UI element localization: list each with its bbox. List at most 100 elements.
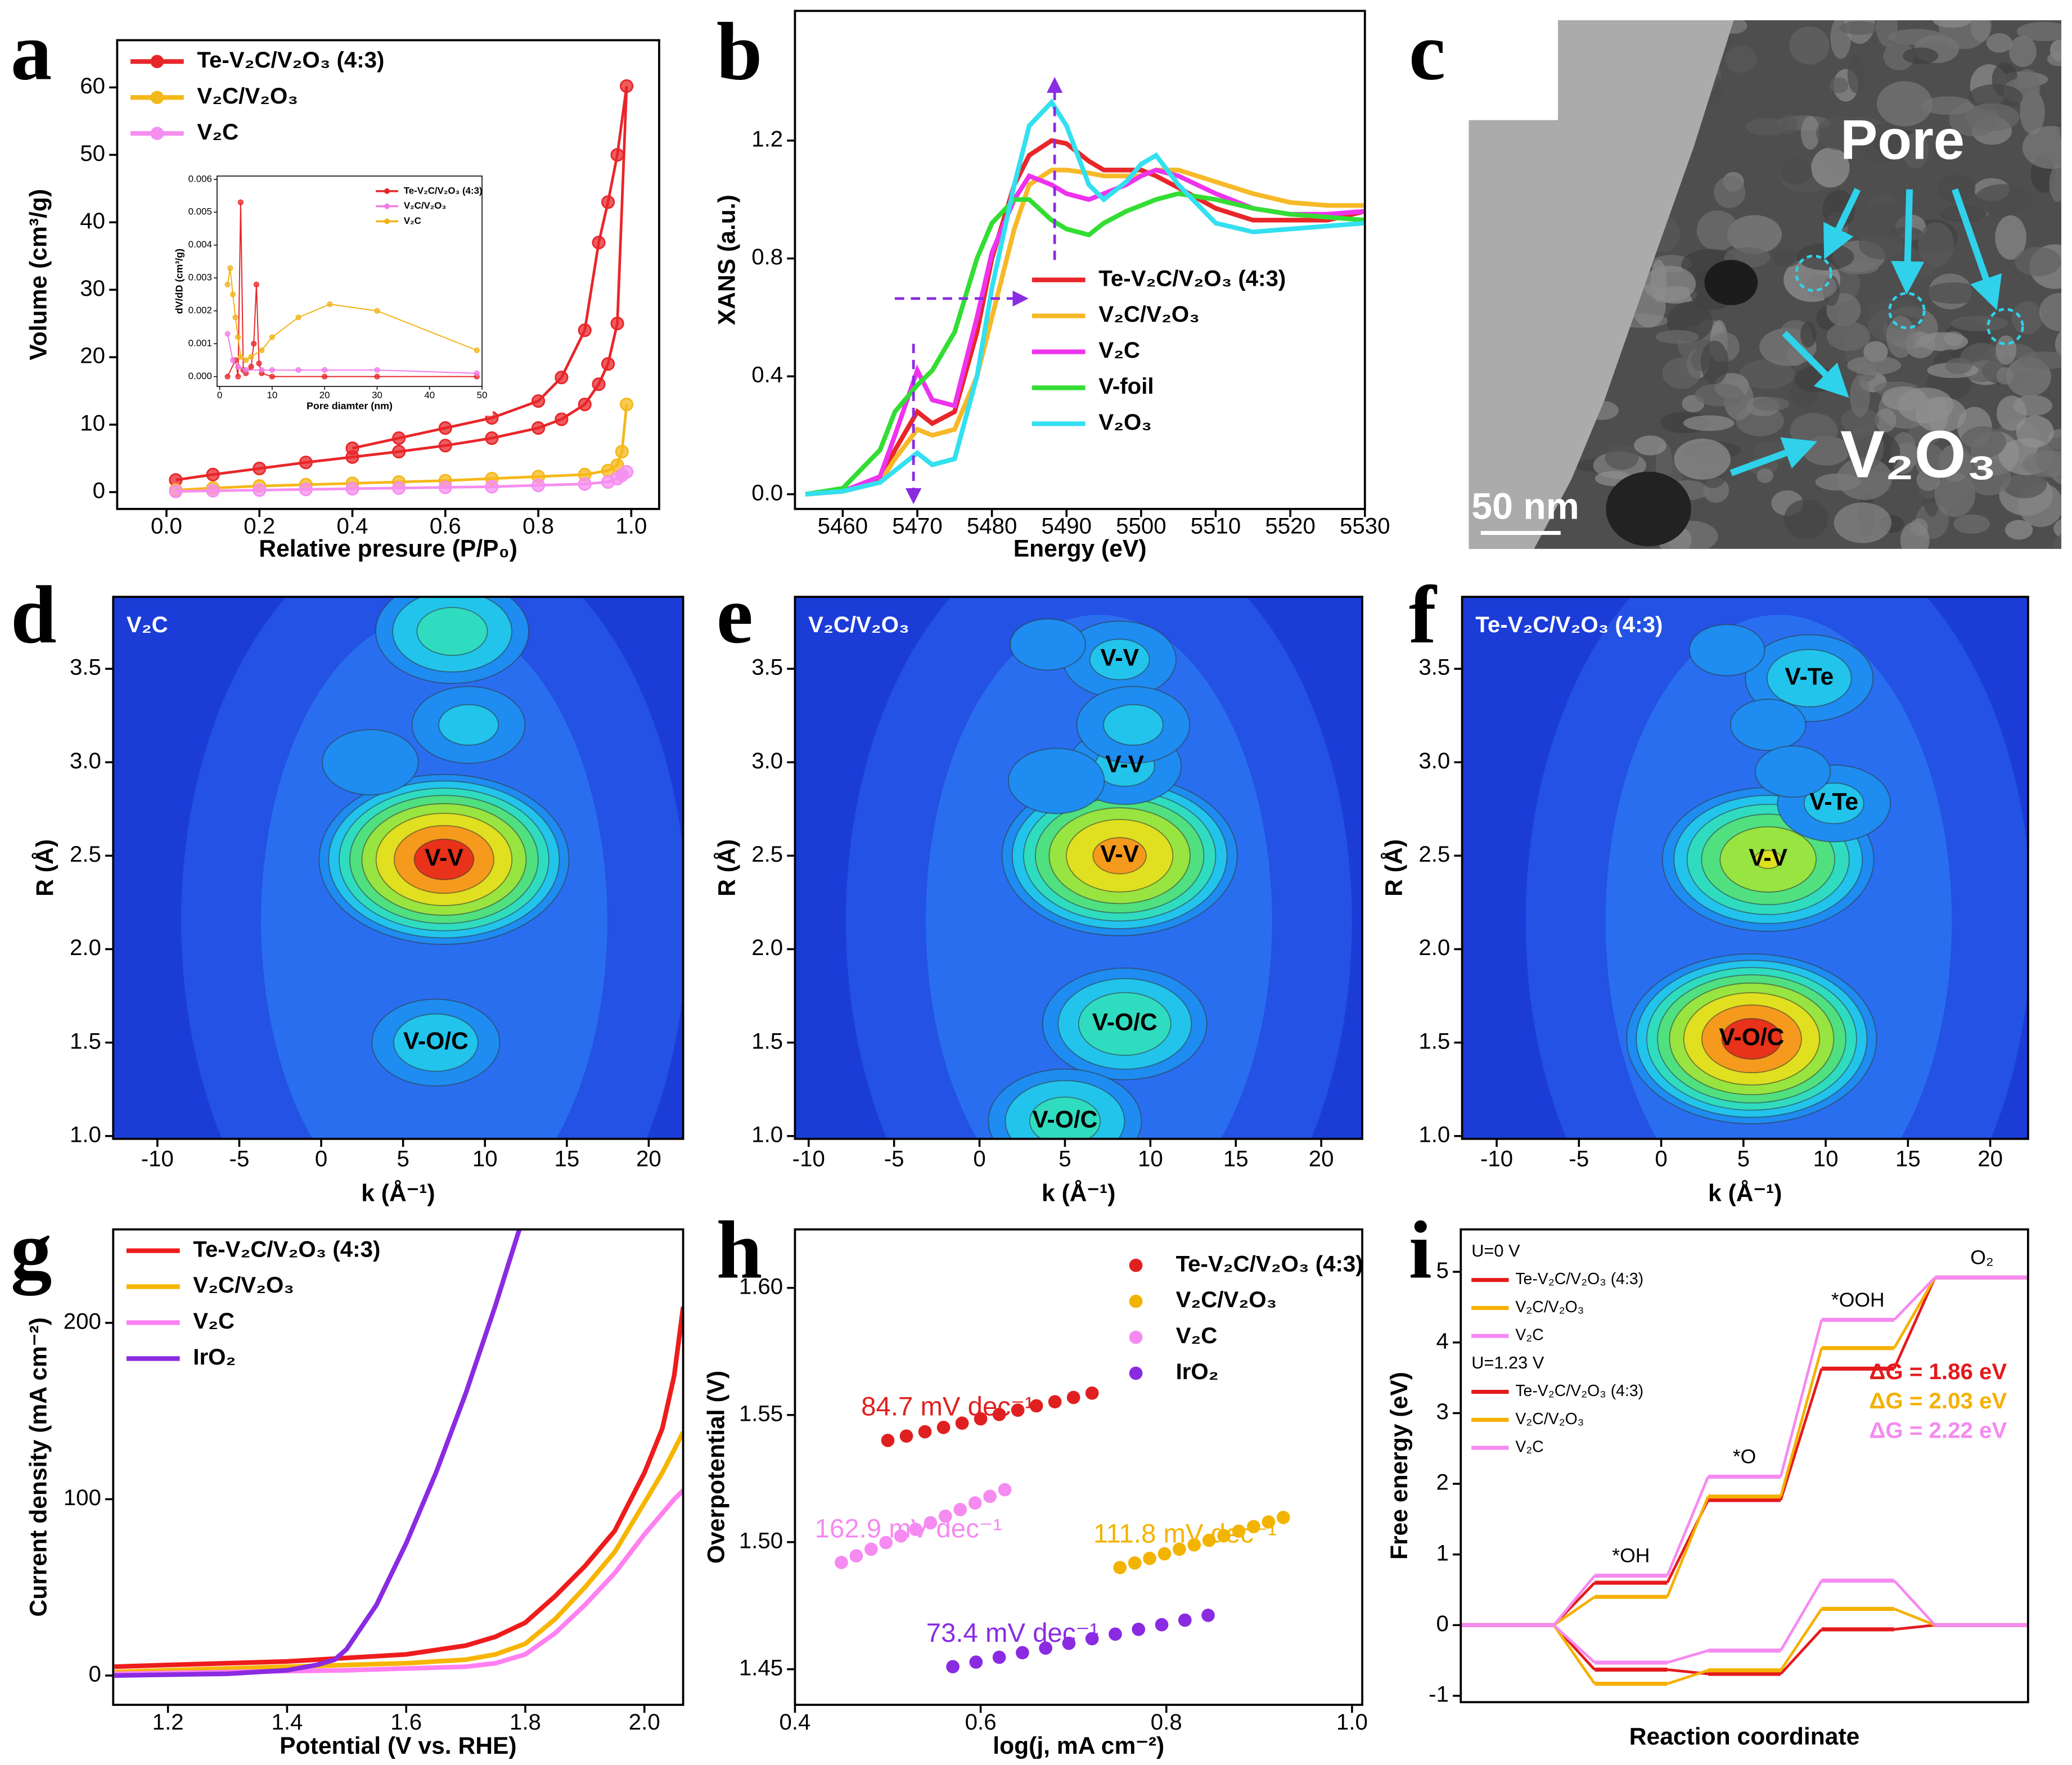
data-point [615, 444, 629, 459]
y-tick-label: 3.5 [70, 655, 101, 680]
data-point [864, 1542, 878, 1556]
energy-connector [1666, 1476, 1710, 1577]
peak-label: V-O/C [1092, 1009, 1157, 1036]
intensity-contour [1029, 1096, 1101, 1139]
grain [2016, 415, 2054, 448]
intensity-contour [393, 1013, 479, 1072]
grain [1655, 330, 1699, 344]
y-tick-label: 3.5 [751, 655, 783, 680]
data-point [1066, 1390, 1080, 1404]
data-point [1217, 1529, 1231, 1543]
data-point [555, 412, 569, 426]
data-point [998, 1483, 1012, 1497]
data-point [295, 367, 301, 373]
plot-area [1461, 1275, 2028, 1686]
x-tick-label: 5 [1058, 1146, 1071, 1171]
grain [2039, 292, 2062, 331]
data-point [1011, 1403, 1025, 1417]
data-point [1157, 1547, 1172, 1561]
grain [1917, 259, 1934, 277]
grain [1789, 26, 1830, 65]
x-axis-label: Relative presure (P/P₀) [259, 535, 517, 562]
data-point [322, 373, 328, 380]
legend-label: V₂C/V₂O₃ [1176, 1287, 1277, 1312]
legend-marker [384, 203, 390, 209]
intensity-contour [1754, 849, 1782, 870]
data-line [227, 268, 478, 361]
data-line [114, 1229, 522, 1678]
data-point [206, 467, 220, 481]
data-point [1132, 1622, 1146, 1636]
grain [2049, 165, 2062, 202]
y-tick-label: 1.0 [751, 1122, 783, 1147]
energy-connector [1780, 1608, 1823, 1672]
legend-label: IrO₂ [1176, 1359, 1219, 1384]
y-tick-label: 5 [1436, 1258, 1449, 1283]
x-tick-label: 5490 [1041, 514, 1092, 539]
grain [1683, 415, 1735, 431]
peak-label: V-Te [1785, 663, 1834, 690]
x-axis-label: log(j, mA cm⁻²) [993, 1732, 1164, 1759]
y-axis-label: Volume (cm³/g) [25, 189, 52, 361]
intensity-contour [1078, 992, 1172, 1056]
data-point [953, 1503, 967, 1516]
grain [1753, 397, 1790, 411]
legend-label: V₂C [1515, 1326, 1544, 1344]
panel-letter: h [717, 1204, 763, 1296]
grain [2008, 35, 2037, 67]
grain [1800, 321, 1817, 348]
data-point [227, 265, 233, 271]
grain [1996, 335, 2017, 365]
grain [1700, 340, 1729, 385]
grain [1780, 157, 1812, 185]
data-point [578, 477, 592, 491]
data-point [946, 1660, 960, 1674]
data-point [438, 439, 452, 453]
data-point [1276, 1511, 1290, 1524]
data-point [295, 314, 301, 321]
legend-label: V₂C [1176, 1323, 1218, 1348]
intensity-contour [1729, 699, 1807, 751]
grain [1829, 77, 1849, 93]
x-axis-label: Reaction coordinate [1629, 1723, 1860, 1750]
grain [2002, 469, 2047, 498]
data-point [269, 334, 275, 340]
x-axis-label: Pore diamter (nm) [307, 400, 393, 411]
y-tick-label: 0.0 [751, 480, 783, 505]
data-point [229, 357, 236, 363]
y-tick-label: 2 [1436, 1470, 1449, 1495]
plot-area: V-V V-O/C V-Te V-Te [1462, 597, 2028, 1139]
x-tick-label: 50 [477, 390, 488, 400]
y-tick-label: 0.4 [751, 362, 783, 388]
map-title: Te-V₂C/V₂O₃ (4:3) [1475, 612, 1663, 637]
grain [1695, 383, 1744, 407]
peak-label: V-V [1100, 645, 1139, 672]
grain [1876, 20, 1898, 47]
data-point [1202, 1533, 1216, 1547]
legend-marker [384, 218, 390, 224]
grain [1696, 210, 1739, 251]
energy-connector [1893, 1579, 1936, 1626]
legend-label: Te-V₂C/V₂O₃ (4:3) [197, 47, 384, 73]
data-point [253, 461, 267, 476]
data-point [924, 1516, 938, 1530]
data-line [805, 191, 1365, 497]
data-point [485, 431, 499, 445]
legend-label: V₂C/V₂O₃ [193, 1272, 294, 1298]
state-label: *O [1733, 1446, 1756, 1468]
grain [1876, 81, 1933, 127]
plot-frame [217, 175, 483, 387]
data-point [374, 367, 380, 373]
x-tick-label: 15 [1223, 1146, 1249, 1171]
y-axis-label: XANS (a.u.) [713, 195, 740, 325]
grain [1805, 274, 1837, 299]
grain [1605, 444, 1639, 470]
legend-label: V₂C [404, 215, 421, 226]
pointer-arrow [1782, 331, 1849, 398]
data-point [224, 281, 231, 287]
energy-connector [1894, 1623, 1935, 1631]
x-tick-label: 0.0 [151, 514, 182, 539]
data-point [992, 1650, 1006, 1664]
y-tick-label: 30 [80, 276, 105, 301]
data-point [1201, 1609, 1215, 1622]
